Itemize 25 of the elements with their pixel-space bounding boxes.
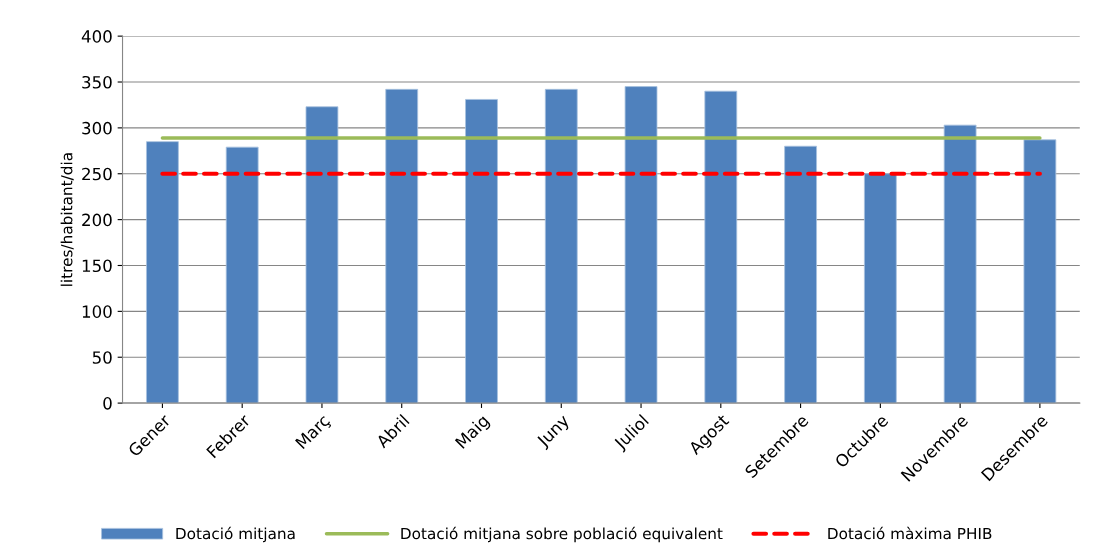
bar [1023,139,1057,404]
bar [863,173,897,404]
y-tick-label: 400 [81,30,112,43]
bar [784,145,817,404]
legend-label: Dotació màxima PHIB [828,526,992,540]
bar [624,86,658,404]
y-tick-label: 250 [82,167,112,181]
bar [943,124,977,404]
y-tick-label: 150 [82,259,112,273]
bar [704,90,738,404]
legend-label: Dotació mitjana [176,526,295,543]
y-tick-label: 200 [82,213,112,227]
bar [385,88,419,404]
bar [225,146,259,404]
legend-label: Dotació mitjana sobre població equivalent [401,526,723,543]
bar [146,141,179,404]
bar [305,106,339,404]
y-tick-label: 100 [82,305,112,318]
bar [465,99,498,404]
y-tick-label: 350 [82,75,112,89]
bar [544,88,578,404]
y-tick-label: 300 [82,121,112,135]
y-tick-label: 0 [103,397,112,410]
y-tick-label: 50 [92,351,112,364]
y-axis-title: litres/habitant/dia [60,153,74,286]
